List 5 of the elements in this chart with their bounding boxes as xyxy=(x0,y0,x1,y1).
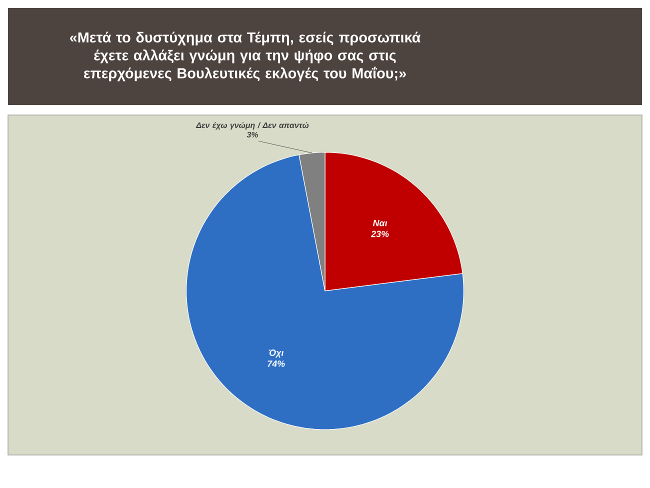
slice-label: Ναι xyxy=(372,220,388,226)
chart-title: «Μετά το δυστύχημα στα Τέμπη, εσείς προσωπικά έχετε αλλάξει γνώμη για την ψήφο σας στις επερχόμενες Βουλευτικές εκλογές του Μαΐου;» xyxy=(70,32,421,82)
slice-label: Όχι xyxy=(268,350,284,358)
data-label: 74% xyxy=(268,360,285,367)
data-label: 23% xyxy=(370,230,389,238)
